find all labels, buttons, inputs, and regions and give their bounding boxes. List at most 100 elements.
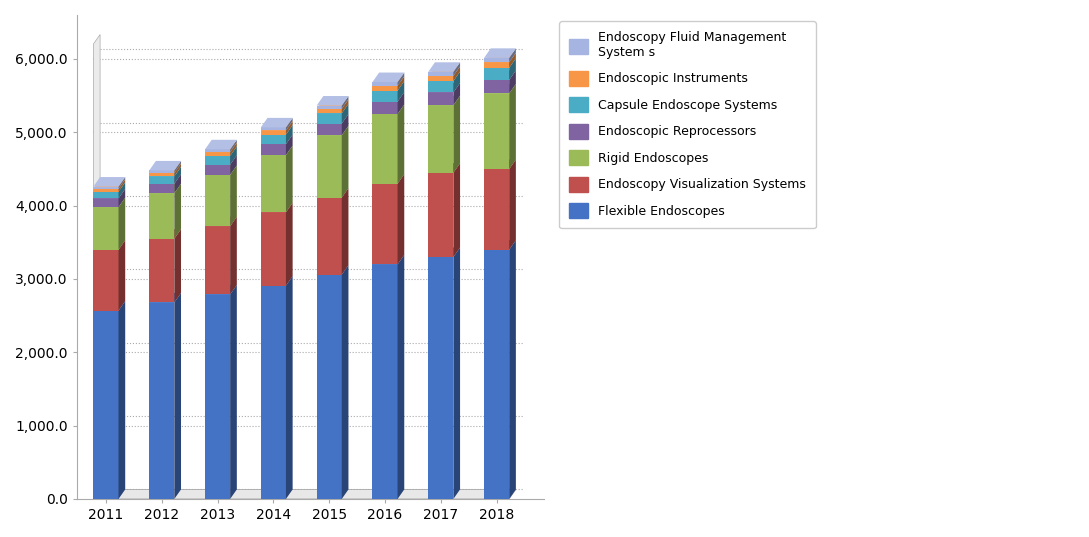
Polygon shape — [205, 146, 236, 156]
Polygon shape — [230, 143, 236, 156]
Polygon shape — [397, 105, 404, 184]
Polygon shape — [261, 125, 293, 135]
Polygon shape — [372, 114, 397, 184]
Polygon shape — [317, 106, 342, 109]
Polygon shape — [261, 130, 286, 135]
Polygon shape — [230, 140, 236, 152]
Polygon shape — [510, 53, 516, 68]
Polygon shape — [261, 118, 293, 127]
Polygon shape — [428, 163, 460, 173]
Polygon shape — [484, 159, 516, 169]
Polygon shape — [94, 189, 125, 198]
Polygon shape — [149, 174, 181, 184]
Polygon shape — [372, 81, 404, 91]
Polygon shape — [317, 96, 348, 106]
Polygon shape — [372, 101, 397, 114]
Polygon shape — [342, 96, 348, 109]
Polygon shape — [484, 169, 510, 250]
Polygon shape — [261, 144, 286, 155]
Polygon shape — [428, 71, 460, 81]
Polygon shape — [174, 161, 181, 173]
Polygon shape — [342, 265, 348, 499]
Polygon shape — [372, 92, 404, 101]
Polygon shape — [428, 257, 453, 499]
Polygon shape — [261, 212, 286, 286]
Polygon shape — [286, 203, 293, 286]
Polygon shape — [484, 70, 516, 80]
Polygon shape — [428, 62, 460, 72]
Polygon shape — [174, 163, 181, 176]
Polygon shape — [484, 93, 510, 169]
Polygon shape — [317, 198, 342, 274]
Polygon shape — [397, 76, 404, 91]
Polygon shape — [428, 248, 460, 257]
Polygon shape — [453, 248, 460, 499]
Polygon shape — [149, 163, 181, 173]
Polygon shape — [119, 240, 125, 310]
Polygon shape — [205, 175, 230, 226]
Polygon shape — [261, 127, 286, 130]
Polygon shape — [484, 84, 516, 93]
Polygon shape — [286, 146, 293, 212]
Polygon shape — [453, 67, 460, 81]
Polygon shape — [510, 84, 516, 169]
Polygon shape — [261, 203, 293, 212]
Polygon shape — [205, 149, 230, 152]
Polygon shape — [230, 285, 236, 499]
Polygon shape — [94, 34, 100, 499]
Polygon shape — [205, 156, 230, 165]
Polygon shape — [94, 207, 119, 250]
Polygon shape — [342, 126, 348, 198]
Polygon shape — [149, 170, 174, 173]
Polygon shape — [230, 165, 236, 226]
Polygon shape — [205, 152, 230, 156]
Polygon shape — [149, 193, 174, 238]
Polygon shape — [428, 105, 453, 173]
Polygon shape — [510, 240, 516, 499]
Polygon shape — [205, 155, 236, 165]
Polygon shape — [428, 72, 453, 76]
Polygon shape — [230, 155, 236, 175]
Polygon shape — [149, 167, 181, 176]
Polygon shape — [286, 135, 293, 155]
Polygon shape — [286, 121, 293, 135]
Polygon shape — [94, 186, 119, 189]
Polygon shape — [317, 99, 348, 109]
Polygon shape — [484, 53, 516, 62]
Polygon shape — [428, 92, 453, 105]
Polygon shape — [342, 188, 348, 274]
Polygon shape — [205, 165, 230, 175]
Polygon shape — [484, 240, 516, 250]
Polygon shape — [372, 255, 404, 264]
Polygon shape — [428, 67, 460, 76]
Polygon shape — [94, 198, 125, 207]
Polygon shape — [149, 184, 174, 193]
Polygon shape — [230, 216, 236, 294]
Polygon shape — [428, 76, 453, 81]
Polygon shape — [317, 274, 342, 499]
Polygon shape — [317, 188, 348, 198]
Polygon shape — [453, 163, 460, 257]
Polygon shape — [372, 174, 404, 184]
Polygon shape — [174, 184, 181, 238]
Polygon shape — [261, 146, 293, 155]
Polygon shape — [453, 71, 460, 92]
Polygon shape — [94, 310, 119, 499]
Polygon shape — [372, 91, 397, 101]
Polygon shape — [397, 174, 404, 264]
Polygon shape — [484, 80, 510, 93]
Polygon shape — [286, 276, 293, 499]
Polygon shape — [94, 489, 516, 499]
Polygon shape — [453, 96, 460, 173]
Polygon shape — [174, 167, 181, 184]
Polygon shape — [453, 83, 460, 105]
Polygon shape — [317, 113, 342, 124]
Polygon shape — [230, 146, 236, 165]
Polygon shape — [317, 109, 342, 113]
Polygon shape — [317, 126, 348, 135]
Polygon shape — [205, 140, 236, 149]
Polygon shape — [174, 174, 181, 193]
Polygon shape — [342, 99, 348, 113]
Polygon shape — [317, 124, 342, 135]
Polygon shape — [149, 184, 181, 193]
